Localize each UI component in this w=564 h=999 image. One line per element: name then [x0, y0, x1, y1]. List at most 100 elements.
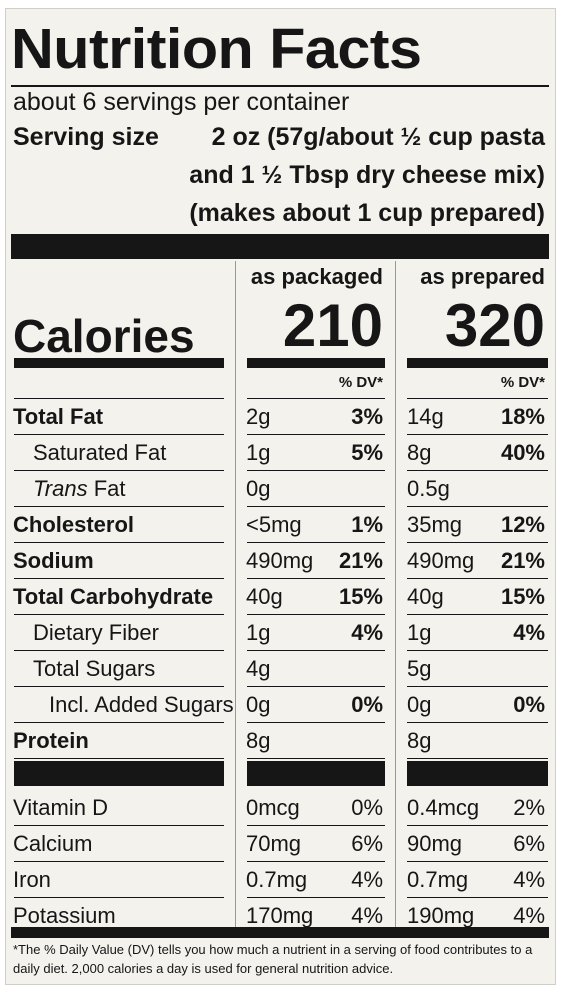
- row-rule-name: [14, 686, 224, 687]
- vitamin-dv-prepared: 4%: [513, 867, 545, 892]
- row-rule-name: [14, 578, 224, 579]
- amount-packaged: 40g: [246, 584, 283, 609]
- dv-prepared: 12%: [500, 512, 545, 537]
- dv-header-packaged: % DV*: [338, 374, 383, 391]
- dv-prepared: 15%: [500, 584, 545, 609]
- row-rule-packaged: [247, 506, 385, 507]
- row-rule-name: [14, 722, 224, 723]
- serving-size-line-1: 2 oz (57g/about ½ cup pasta: [211, 123, 545, 151]
- row-rule-name: [14, 650, 224, 651]
- dv-packaged: 15%: [338, 584, 383, 609]
- thick-divider: [11, 234, 549, 259]
- dv-packaged: 3%: [351, 404, 383, 429]
- amount-packaged: 4g: [246, 656, 271, 681]
- row-rule-name: [14, 506, 224, 507]
- row-rule-packaged: [247, 398, 385, 399]
- row-rule-packaged: [247, 650, 385, 651]
- calories-label: Calories: [13, 310, 195, 362]
- dv-prepared: 4%: [513, 620, 545, 645]
- row-rule-prepared: [407, 578, 548, 579]
- label-title: Nutrition Facts: [11, 17, 422, 81]
- nutrient-name: Total Sugars: [33, 656, 156, 681]
- serving-size-label: Serving size: [13, 123, 159, 151]
- amount-prepared: 5g: [407, 656, 432, 681]
- vitamin-rule-prepared: [407, 825, 548, 826]
- vitamin-amount-prepared: 90mg: [407, 831, 463, 856]
- row-rule-name: [14, 398, 224, 399]
- row-rule-name: [14, 758, 224, 759]
- nutrient-name: Total Fat: [13, 404, 104, 429]
- column-divider-right: [395, 261, 396, 929]
- vitamin-dv-prepared: 4%: [513, 903, 545, 928]
- vitamin-amount-packaged: 170mg: [246, 903, 314, 928]
- vitamin-rule-name: [14, 861, 224, 862]
- amount-prepared: 0.5g: [407, 476, 450, 501]
- vitamin-rule-name: [14, 897, 224, 898]
- row-rule-prepared: [407, 722, 548, 723]
- row-rule-packaged: [247, 722, 385, 723]
- nutrient-name-italic: Trans: [33, 476, 88, 501]
- serving-size-line-3: (makes about 1 cup prepared): [189, 199, 545, 227]
- nutrient-name: Incl. Added Sugars: [49, 692, 234, 717]
- vitamin-amount-packaged: 0.7mg: [246, 867, 308, 892]
- row-rule-prepared: [407, 614, 548, 615]
- vitamin-bar-mid: [247, 761, 385, 786]
- row-rule-packaged: [247, 758, 385, 759]
- dv-packaged: 21%: [338, 548, 383, 573]
- row-rule-packaged: [247, 434, 385, 435]
- title-rule: [11, 85, 549, 87]
- nutrient-name-rest: Fat: [87, 476, 126, 501]
- vitamin-amount-prepared: 0.4mcg: [407, 795, 480, 820]
- vitamin-amount-prepared: 0.7mg: [407, 867, 469, 892]
- dv-packaged: 4%: [351, 620, 383, 645]
- vitamin-dv-packaged: 4%: [351, 867, 383, 892]
- amount-packaged: 8g: [246, 728, 271, 753]
- vitamin-amount-packaged: 70mg: [246, 831, 302, 856]
- dv-header-prepared: % DV*: [500, 374, 545, 391]
- vitamin-bar-left: [14, 761, 224, 786]
- vitamin-dv-packaged: 4%: [351, 903, 383, 928]
- nutrient-name: Cholesterol: [13, 512, 135, 537]
- dv-packaged: 1%: [351, 512, 383, 537]
- nutrient-name: Total Carbohydrate: [13, 584, 214, 609]
- serving-size-line-2: and 1 ½ Tbsp dry cheese mix): [189, 161, 545, 189]
- amount-prepared: 35mg: [407, 512, 463, 537]
- vitamin-rule-packaged: [247, 861, 385, 862]
- row-rule-prepared: [407, 758, 548, 759]
- amount-prepared: 8g: [407, 440, 432, 465]
- vitamin-dv-packaged: 6%: [351, 831, 383, 856]
- row-rule-prepared: [407, 650, 548, 651]
- row-rule-name: [14, 614, 224, 615]
- row-rule-prepared: [407, 398, 548, 399]
- amount-prepared: 0g: [407, 692, 432, 717]
- dv-packaged: 5%: [351, 440, 383, 465]
- vitamin-rule-prepared: [407, 897, 548, 898]
- vitamin-rule-name: [14, 825, 224, 826]
- row-rule-name: [14, 542, 224, 543]
- dv-packaged: 0%: [351, 692, 383, 717]
- row-rule-packaged: [247, 470, 385, 471]
- amount-prepared: 40g: [407, 584, 444, 609]
- amount-packaged: 1g: [246, 620, 271, 645]
- servings-per-container: about 6 servings per container: [13, 88, 350, 116]
- prepared-header: as prepared: [420, 264, 545, 289]
- amount-packaged: 2g: [246, 404, 271, 429]
- vitamin-rule-packaged: [247, 897, 385, 898]
- dv-prepared: 21%: [500, 548, 545, 573]
- vitamin-rule-prepared: [407, 861, 548, 862]
- bottom-bar: [11, 927, 549, 938]
- footnote: *The % Daily Value (DV) tells you how mu…: [13, 942, 533, 976]
- row-rule-name: [14, 434, 224, 435]
- vitamin-name: Potassium: [13, 903, 116, 928]
- vitamin-name: Calcium: [13, 831, 93, 856]
- nutrient-name: Sodium: [13, 548, 94, 573]
- row-rule-prepared: [407, 542, 548, 543]
- row-rule-packaged: [247, 542, 385, 543]
- vitamin-dv-prepared: 6%: [513, 831, 545, 856]
- amount-prepared: 1g: [407, 620, 432, 645]
- amount-prepared: 490mg: [407, 548, 475, 573]
- vitamin-amount-prepared: 190mg: [407, 903, 475, 928]
- vitamin-bar-right: [407, 761, 548, 786]
- packaged-header: as packaged: [250, 264, 383, 289]
- row-rule-packaged: [247, 686, 385, 687]
